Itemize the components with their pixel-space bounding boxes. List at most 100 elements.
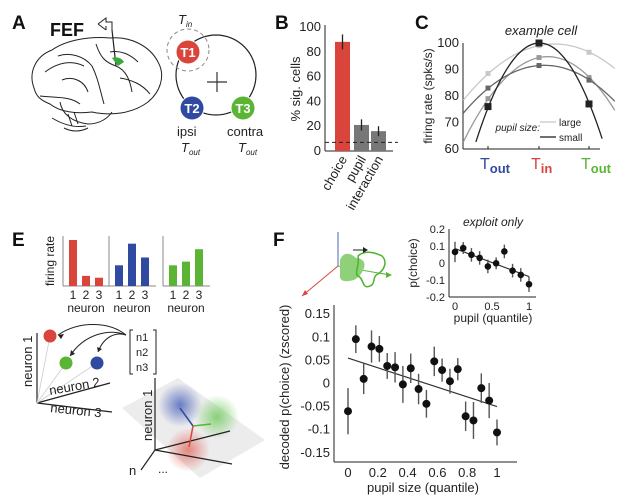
ipsi-label: ipsi [177,124,197,139]
data-point [501,248,508,255]
y-tick-label: 100 [437,35,459,50]
axis-label-neuron2: neuron 2 [48,374,101,398]
data-point [438,366,447,375]
data-point [585,100,593,108]
data-point [351,335,360,344]
y-tick-label: 90 [445,62,459,77]
y-tick-label: 0.1 [430,241,445,253]
axis-red [301,265,339,297]
svg-text:n1: n1 [136,332,148,344]
data-point [586,49,592,55]
x-tick-label: Tin [531,156,552,176]
data-point [493,428,501,437]
x-tick-label: Tout [581,156,612,176]
chart-f-inset: 0.2 0.1 0 -0.1 -0.2 0 0.5 1 exploit only pupil (q… [406,215,536,325]
panel-label-a: A [12,13,26,34]
neuron-bar [141,257,149,286]
subspace-axis-neuron1: neuron 1 [140,390,155,441]
y-tick-label: 0.15 [305,306,330,321]
x-tick-label: 2 [129,288,136,302]
svg-text:n3: n3 [136,362,148,374]
contra-tout-label: Tout [238,140,258,157]
population-subspace-diagram: neuron 1 n ... [122,378,265,478]
data-point [383,361,392,370]
y-axis-label: p(choice) [406,238,420,287]
y-axis-label: firing rate (spks/s) [421,48,435,143]
data-point [391,363,400,372]
data-point [476,254,483,262]
panel-label-b: B [275,13,289,34]
data-point [509,267,516,274]
y-tick-label: 70 [445,115,459,130]
data-point [445,377,454,386]
point-red [43,329,57,343]
y-tick-label: 80 [307,44,321,59]
neuron-bar [95,277,103,286]
y-tick-label: 100 [299,19,321,34]
data-point [525,280,533,288]
data-point [586,74,592,80]
y-tick-label: 60 [445,141,459,156]
x-tick-label: 3 [196,288,203,302]
chart-title: exploit only [463,215,524,229]
subspace-ellipsis: ... [158,462,168,476]
y-tick-label: 80 [445,88,459,103]
contra-label: contra [227,124,264,139]
data-point [535,39,543,47]
fef-region-highlight [112,57,124,66]
data-point [398,380,407,389]
x-tick-label: 2 [183,288,190,302]
x-tick-label: 0 [344,465,351,480]
fit-line [347,357,498,408]
data-point [359,374,368,383]
data-point [451,248,459,256]
x-axis-label: neuron [167,301,204,315]
chart-title: example cell [505,23,578,38]
x-tick-label: 0.6 [428,465,446,480]
x-axis-label: neuron [67,301,104,315]
data-point [469,416,478,425]
fit-line [454,247,530,278]
mapping-arrows [57,324,127,357]
x-tick-label: 0.4 [399,465,417,480]
neuron-bar [195,249,203,286]
data-point [536,55,542,61]
bar-pupil [354,124,369,151]
y-tick-label: -0.15 [300,445,330,460]
point-green [59,356,73,370]
data-point [485,96,491,102]
data-point [453,365,462,374]
tin-label: Tin [178,12,193,29]
x-tick-label: 0.5 [484,301,499,313]
data-point [484,263,492,270]
neuron-bar [182,261,190,286]
brain-illustration [31,29,163,132]
fef-label: FEF [50,20,84,40]
neuron-bar [115,265,123,286]
y-tick-label: 20 [307,118,321,133]
data-point [430,357,439,366]
trajectory-fill [340,253,365,282]
data-point [536,63,542,69]
neuron-bar [82,275,90,286]
y-tick-label: 0 [323,376,330,391]
y-axis-label: decoded p(choice) (zscored) [277,305,292,470]
neuron-bar [169,265,177,286]
data-point [485,85,491,91]
data-point [414,385,423,394]
target-t2-label: T2 [184,101,199,116]
data-point [459,244,467,252]
bar-interaction [371,131,386,151]
y-tick-label: 0 [439,258,445,270]
data-point [477,384,486,393]
neuron-bar [128,243,136,286]
trajectory-loop [355,251,386,288]
target-t3 [230,95,256,121]
y-axis-label: % sig. cells [288,56,303,122]
y-tick-label: -0.2 [426,292,445,304]
axis-label-neuron3: neuron 3 [50,400,103,420]
axis-label-neuron1: neuron 1 [20,336,35,387]
x-axis-label: pupil size (quantile) [367,480,479,495]
legend-title: pupil size: [495,123,541,134]
data-point [367,342,376,351]
